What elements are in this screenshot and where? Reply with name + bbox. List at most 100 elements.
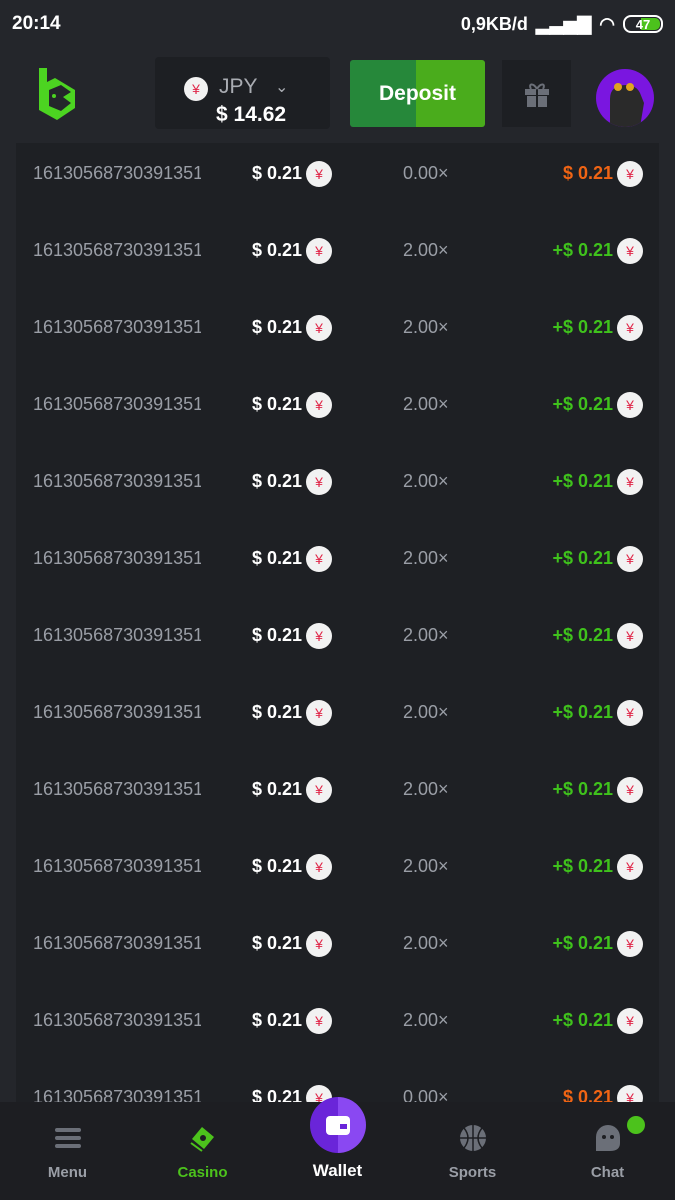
yen-icon: ¥ — [184, 77, 208, 101]
bet-value: $ 0.21 — [252, 1010, 303, 1030]
logo-icon[interactable] — [36, 68, 78, 120]
bet-value: $ 0.21 — [252, 394, 303, 414]
nav-label: Chat — [590, 1164, 625, 1181]
table-row[interactable]: 161305687303913517 $ 0.21 ¥ 2.00× +$ 0.21… — [16, 289, 659, 366]
table-row[interactable]: 161305687303913517 $ 0.21 ¥ 2.00× +$ 0.21… — [16, 828, 659, 905]
bet-amount: $ 0.21 ¥ — [252, 930, 333, 957]
payout-value: +$ 0.21 — [552, 625, 613, 645]
table-row[interactable]: 161305687303913517 $ 0.21 ¥ 2.00× +$ 0.21… — [16, 520, 659, 597]
payout-value: +$ 0.21 — [552, 856, 613, 876]
table-row[interactable]: 161305687303913517 $ 0.21 ¥ 0.00× $ 0.21 ¥ — [16, 1059, 659, 1103]
bet-id: 161305687303913517 — [33, 625, 201, 645]
bet-id: 161305687303913517 — [33, 163, 201, 183]
yen-icon: ¥ — [306, 160, 333, 187]
nav-label: Wallet — [312, 1161, 363, 1180]
currency-selector[interactable]: ¥ JPY ⌄ $ 14.62 — [155, 57, 330, 129]
bet-id: 161305687303913517 — [33, 779, 201, 799]
payout-value: +$ 0.21 — [552, 394, 613, 414]
payout-value: +$ 0.21 — [552, 1010, 613, 1030]
nav-menu[interactable]: Menu — [0, 1102, 135, 1200]
payout: +$ 0.21 ¥ — [552, 237, 643, 264]
nav-chat[interactable]: Chat — [540, 1102, 675, 1200]
table-row[interactable]: 161305687303913517 $ 0.21 ¥ 2.00× +$ 0.21… — [16, 443, 659, 520]
yen-icon: ¥ — [306, 391, 333, 418]
basketball-icon — [458, 1118, 488, 1158]
bet-amount: $ 0.21 ¥ — [252, 1007, 333, 1034]
wallet-icon — [309, 1097, 366, 1153]
yen-icon: ¥ — [617, 391, 643, 418]
payout: +$ 0.21 ¥ — [552, 391, 643, 418]
yen-icon: ¥ — [617, 776, 643, 803]
deposit-button[interactable]: Deposit — [350, 60, 485, 127]
bet-value: $ 0.21 — [252, 933, 303, 953]
payout: +$ 0.21 ¥ — [552, 699, 643, 726]
avatar[interactable] — [596, 69, 654, 127]
bet-amount: $ 0.21 ¥ — [252, 391, 333, 418]
yen-icon: ¥ — [617, 237, 643, 264]
chat-ghost-icon — [594, 1118, 622, 1158]
bet-id: 161305687303913517 — [33, 702, 201, 722]
chevron-down-icon: ⌄ — [275, 79, 289, 96]
payout: +$ 0.21 ¥ — [552, 314, 643, 341]
table-row[interactable]: 161305687303913517 $ 0.21 ¥ 2.00× +$ 0.21… — [16, 982, 659, 1059]
bet-value: $ 0.21 — [252, 548, 303, 568]
bet-value: $ 0.21 — [252, 625, 303, 645]
table-row[interactable]: 161305687303913517 $ 0.21 ¥ 0.00× $ 0.21 ¥ — [16, 143, 659, 212]
gift-button[interactable] — [502, 60, 571, 127]
bet-id: 161305687303913517 — [33, 394, 201, 414]
bet-amount: $ 0.21 ¥ — [252, 545, 333, 572]
multiplier: 2.00× — [403, 471, 449, 491]
bet-value: $ 0.21 — [252, 240, 303, 260]
multiplier: 2.00× — [403, 317, 449, 337]
payout-value: +$ 0.21 — [552, 933, 613, 953]
payout: $ 0.21 ¥ — [563, 160, 643, 187]
nav-sports[interactable]: Sports — [405, 1102, 540, 1200]
currency-code: JPY — [219, 75, 258, 98]
battery-icon: 47 — [623, 15, 663, 33]
table-row[interactable]: 161305687303913517 $ 0.21 ¥ 2.00× +$ 0.21… — [16, 905, 659, 982]
bet-value: $ 0.21 — [252, 163, 303, 183]
bet-id: 161305687303913517 — [33, 856, 201, 876]
yen-icon: ¥ — [306, 930, 333, 957]
menu-icon — [54, 1118, 81, 1158]
bet-id: 161305687303913517 — [33, 933, 201, 953]
nav-casino[interactable]: Casino — [135, 1102, 270, 1200]
yen-icon: ¥ — [617, 699, 643, 726]
payout: +$ 0.21 ¥ — [552, 468, 643, 495]
yen-icon: ¥ — [306, 468, 333, 495]
multiplier: 2.00× — [403, 1010, 449, 1030]
multiplier: 2.00× — [403, 779, 449, 799]
nav-wallet[interactable]: Wallet — [270, 1097, 405, 1200]
payout: +$ 0.21 ¥ — [552, 930, 643, 957]
nav-label: Menu — [47, 1164, 88, 1181]
multiplier: 0.00× — [403, 1087, 449, 1103]
bet-id: 161305687303913517 — [33, 1010, 201, 1030]
yen-icon: ¥ — [617, 545, 643, 572]
multiplier: 2.00× — [403, 548, 449, 568]
notification-dot — [627, 1116, 645, 1134]
gift-icon — [524, 83, 549, 107]
payout: +$ 0.21 ¥ — [552, 1007, 643, 1034]
table-row[interactable]: 161305687303913517 $ 0.21 ¥ 2.00× +$ 0.21… — [16, 751, 659, 828]
multiplier: 2.00× — [403, 933, 449, 953]
multiplier: 2.00× — [403, 856, 449, 876]
table-row[interactable]: 161305687303913517 $ 0.21 ¥ 2.00× +$ 0.21… — [16, 674, 659, 751]
yen-icon: ¥ — [306, 622, 333, 649]
table-row[interactable]: 161305687303913517 $ 0.21 ¥ 2.00× +$ 0.21… — [16, 597, 659, 674]
table-row[interactable]: 161305687303913517 $ 0.21 ¥ 2.00× +$ 0.21… — [16, 366, 659, 443]
bottom-nav: Menu Casino Wallet Sports Chat — [0, 1097, 675, 1200]
bet-value: $ 0.21 — [252, 779, 303, 799]
yen-icon: ¥ — [306, 699, 333, 726]
yen-icon: ¥ — [306, 1084, 333, 1103]
table-row[interactable]: 161305687303913517 $ 0.21 ¥ 2.00× +$ 0.21… — [16, 212, 659, 289]
bet-amount: $ 0.21 ¥ — [252, 853, 333, 880]
bet-amount: $ 0.21 ¥ — [252, 237, 333, 264]
multiplier: 2.00× — [403, 702, 449, 722]
bet-id: 161305687303913517 — [33, 317, 201, 337]
bet-history-list[interactable]: 161305687303913517 $ 0.21 ¥ 0.00× $ 0.21 ¥… — [16, 143, 659, 1103]
bet-amount: $ 0.21 ¥ — [252, 776, 333, 803]
yen-icon: ¥ — [617, 930, 643, 957]
yen-icon: ¥ — [617, 468, 643, 495]
yen-icon: ¥ — [617, 314, 643, 341]
network-speed: 0,9KB/d — [460, 13, 528, 34]
